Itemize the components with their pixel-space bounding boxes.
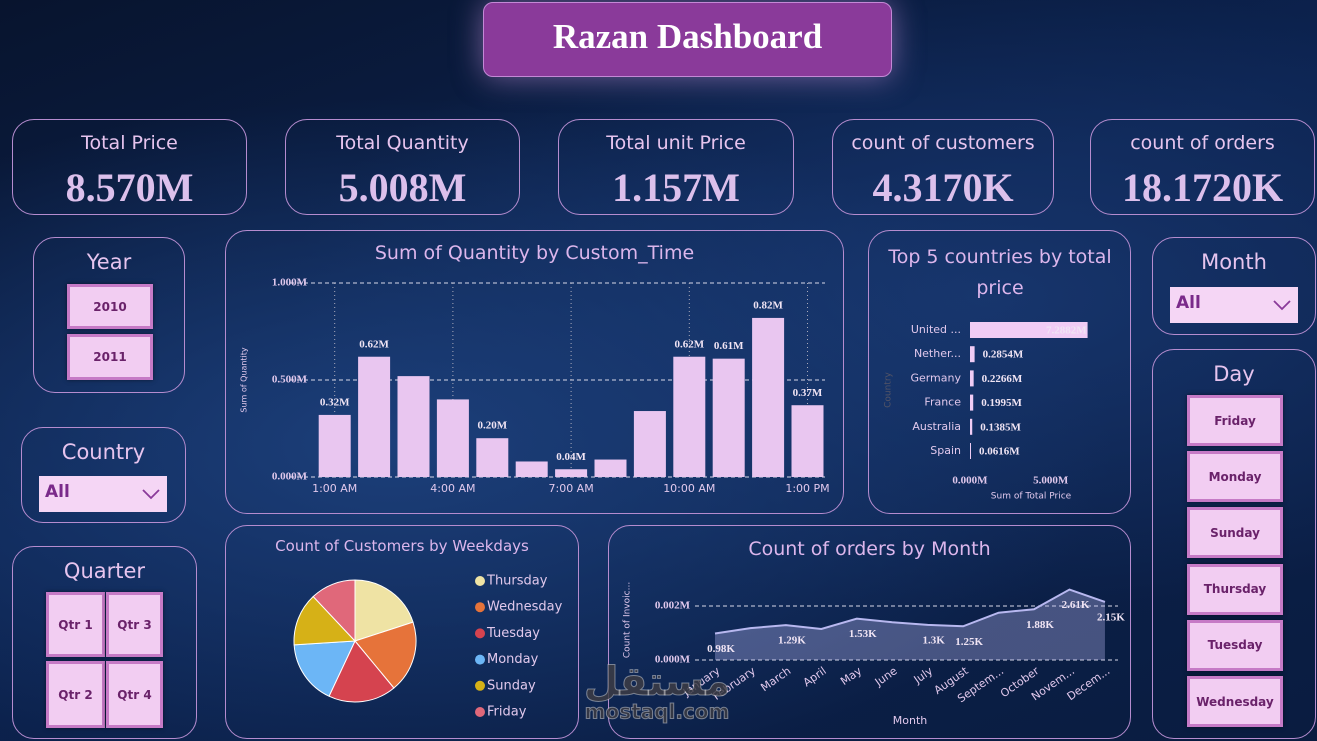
slicer-option[interactable]: Tuesday [1187,619,1283,671]
slicer-option[interactable]: Qtr 2 [46,661,105,728]
kpi-label: count of customers [851,132,1035,154]
slicer-option[interactable]: Sunday [1187,507,1283,559]
kpi-label: Total unit Price [606,132,746,154]
kpi-card: Total Price 8.570M [12,119,247,215]
kpi-value: 18.1720K [1121,165,1284,210]
kpi-card: Total Quantity 5.008M [285,119,520,215]
quarter-slicer: Quarter [12,546,197,739]
slicer-option[interactable]: 2010 [67,284,153,329]
slicer-option[interactable]: Thursday [1187,563,1283,615]
chart-card [225,525,579,739]
day-slicer: Day [1152,349,1316,739]
year-slicer: Year [33,237,185,393]
dashboard-title: Razan Dashboard [483,2,892,77]
slicer-title: Quarter [63,559,146,583]
chart-title: Top 5 countries by total price [888,246,1112,299]
kpi-card: count of orders 18.1720K [1090,119,1315,215]
kpi-label: Total Price [81,132,178,154]
kpi-value: 1.157M [612,165,740,210]
month-slicer: Month [1152,237,1316,335]
dropdown[interactable]: All [1170,287,1298,323]
chart-card [868,230,1131,514]
kpi-value: 8.570M [65,165,194,210]
slicer-option[interactable]: Friday [1187,395,1283,446]
slicer-option[interactable]: Wednesday [1187,676,1283,727]
slicer-title: Country [61,440,146,464]
dropdown[interactable]: All [39,476,167,512]
slicer-option[interactable]: Qtr 3 [106,592,163,657]
chart-title: Count of orders by Month [748,538,991,560]
chart-card [225,230,844,514]
slicer-option[interactable]: Qtr 1 [46,592,105,657]
kpi-value: 4.3170K [872,165,1014,210]
kpi-label: Total Quantity [336,132,469,154]
slicer-option[interactable]: 2011 [67,334,153,380]
dropdown-value: All [1176,293,1201,313]
chart-card [608,525,1131,739]
kpi-label: count of orders [1130,132,1275,154]
kpi-card: Total unit Price 1.157M [558,119,794,215]
slicer-title: Month [1201,250,1267,274]
slicer-option[interactable]: Monday [1187,451,1283,503]
dropdown-value: All [45,482,70,502]
slicer-title: Day [1213,362,1255,386]
kpi-value: 5.008M [338,165,467,210]
country-slicer: Country [21,427,186,523]
slicer-option[interactable]: Qtr 4 [106,661,163,728]
slicer-title: Year [86,250,132,274]
chart-title: Count of Customers by Weekdays [275,537,529,555]
chart-title: Sum of Quantity by Custom_Time [374,242,695,264]
kpi-card: count of customers 4.3170K [832,119,1054,215]
